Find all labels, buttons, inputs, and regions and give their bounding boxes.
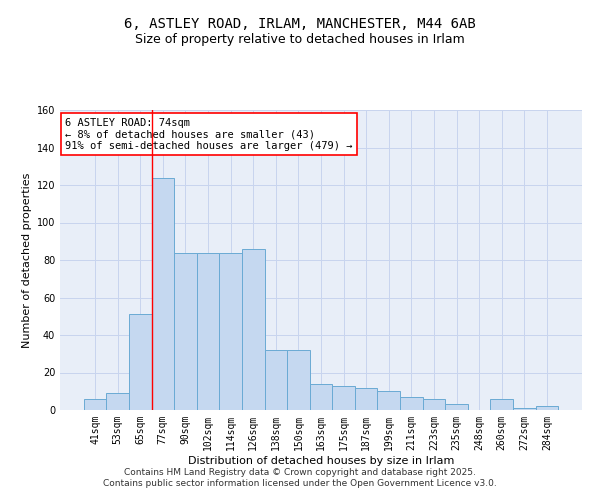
Text: 6, ASTLEY ROAD, IRLAM, MANCHESTER, M44 6AB: 6, ASTLEY ROAD, IRLAM, MANCHESTER, M44 6…: [124, 18, 476, 32]
Bar: [513, 408, 536, 410]
Text: Size of property relative to detached houses in Irlam: Size of property relative to detached ho…: [135, 32, 465, 46]
Bar: [265, 350, 287, 410]
Bar: [445, 404, 468, 410]
Text: 6 ASTLEY ROAD: 74sqm
← 8% of detached houses are smaller (43)
91% of semi-detach: 6 ASTLEY ROAD: 74sqm ← 8% of detached ho…: [65, 118, 353, 150]
Y-axis label: Number of detached properties: Number of detached properties: [22, 172, 32, 348]
Bar: [242, 248, 265, 410]
Bar: [400, 397, 422, 410]
Bar: [377, 391, 400, 410]
Bar: [197, 252, 220, 410]
Bar: [220, 252, 242, 410]
X-axis label: Distribution of detached houses by size in Irlam: Distribution of detached houses by size …: [188, 456, 454, 466]
Bar: [287, 350, 310, 410]
Bar: [536, 406, 558, 410]
Bar: [106, 393, 129, 410]
Bar: [129, 314, 152, 410]
Bar: [152, 178, 174, 410]
Bar: [490, 399, 513, 410]
Bar: [174, 252, 197, 410]
Bar: [310, 384, 332, 410]
Bar: [422, 399, 445, 410]
Text: Contains HM Land Registry data © Crown copyright and database right 2025.
Contai: Contains HM Land Registry data © Crown c…: [103, 468, 497, 487]
Bar: [332, 386, 355, 410]
Bar: [355, 388, 377, 410]
Bar: [84, 399, 106, 410]
